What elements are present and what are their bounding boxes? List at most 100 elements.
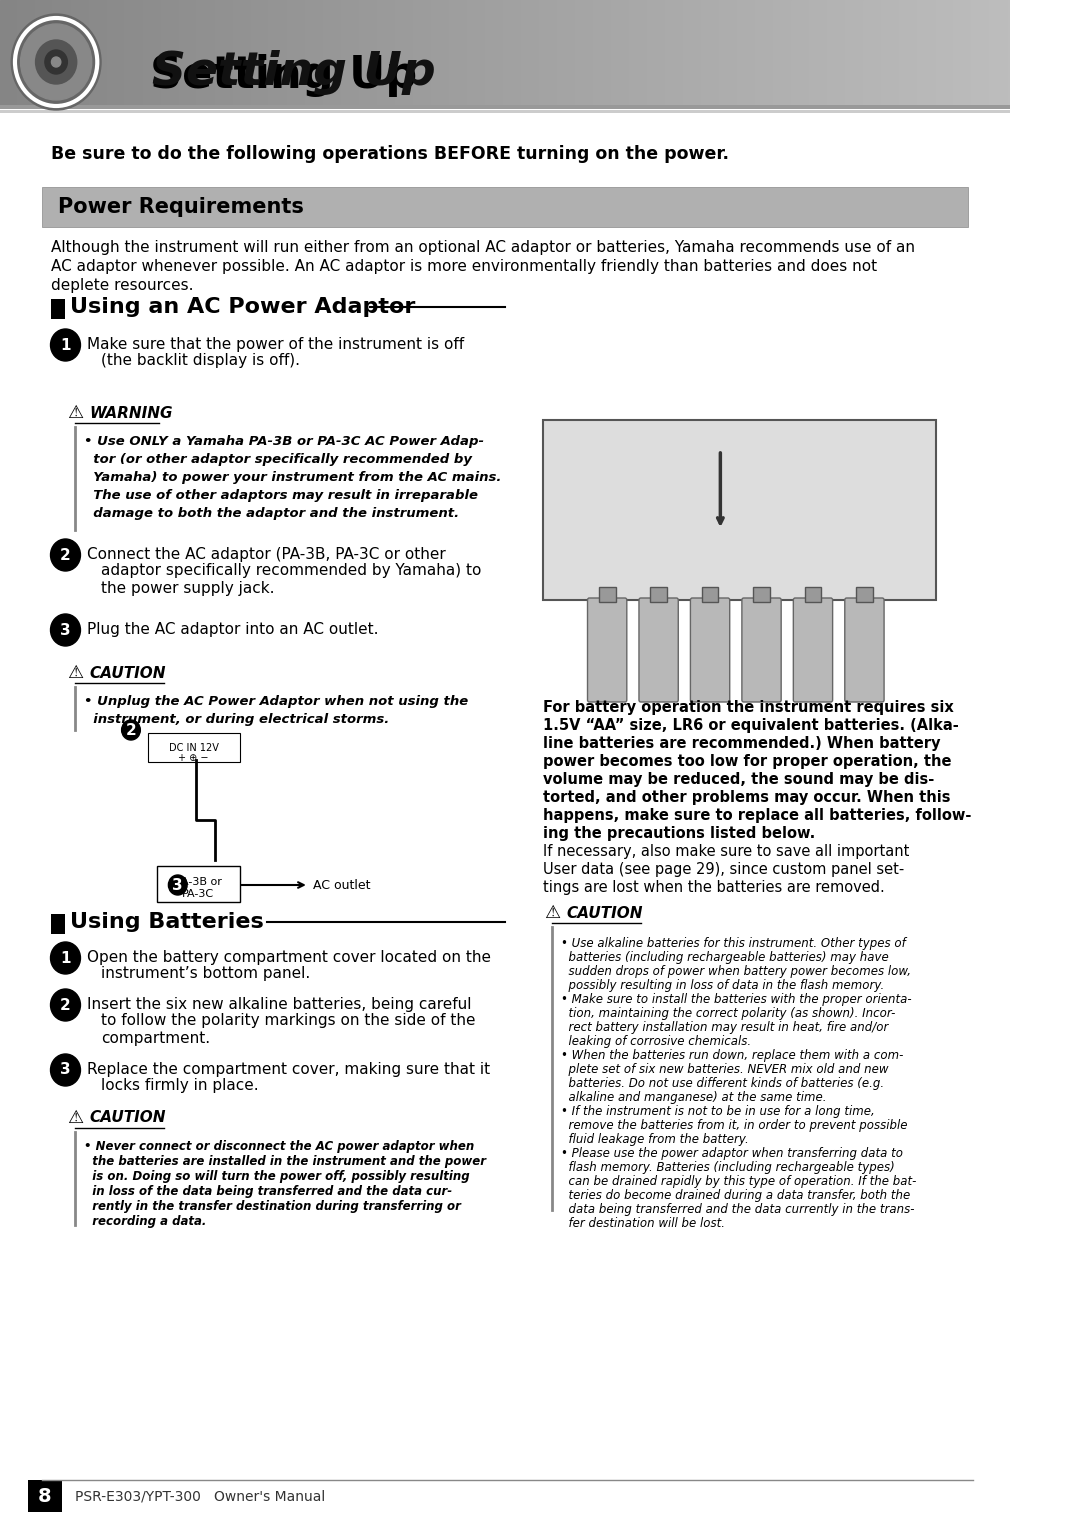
Bar [0,1476,1011,1526]
Circle shape [168,874,187,896]
Text: adaptor specifically recommended by Yamaha) to: adaptor specifically recommended by Yama… [102,563,482,578]
Text: is on. Doing so will turn the power off, possibly resulting: is on. Doing so will turn the power off,… [84,1170,470,1183]
Text: WARNING: WARNING [90,406,173,421]
Text: PA-3C: PA-3C [183,890,215,899]
Text: 1: 1 [60,951,70,966]
Text: Power Requirements: Power Requirements [58,197,303,217]
FancyBboxPatch shape [148,732,241,761]
Text: ⚠: ⚠ [544,903,561,922]
Text: rently in the transfer destination during transferring or: rently in the transfer destination durin… [84,1199,461,1213]
Text: instrument, or during electrical storms.: instrument, or during electrical storms. [84,713,390,726]
Text: tings are lost when the batteries are removed.: tings are lost when the batteries are re… [542,881,885,896]
Text: AC outlet: AC outlet [313,879,370,891]
Text: • Use ONLY a Yamaha PA-3B or PA-3C AC Power Adap-: • Use ONLY a Yamaha PA-3B or PA-3C AC Po… [84,435,484,449]
Text: ⚠: ⚠ [67,404,83,423]
Text: + ⊕ −: + ⊕ − [178,752,208,763]
FancyBboxPatch shape [542,420,935,600]
Text: Open the battery compartment cover located on the: Open the battery compartment cover locat… [87,951,491,964]
Circle shape [52,56,60,67]
Text: PSR-E303/YPT-300   Owner's Manual: PSR-E303/YPT-300 Owner's Manual [75,1489,325,1503]
Text: the power supply jack.: the power supply jack. [102,581,274,597]
FancyBboxPatch shape [639,598,678,702]
Text: in loss of the data being transferred and the data cur-: in loss of the data being transferred an… [84,1186,453,1198]
FancyBboxPatch shape [753,588,770,601]
Text: PA-3B or: PA-3B or [175,877,221,887]
FancyBboxPatch shape [690,598,730,702]
Text: Connect the AC adaptor (PA-3B, PA-3C or other: Connect the AC adaptor (PA-3B, PA-3C or … [87,546,446,562]
Text: (the backlit display is off).: (the backlit display is off). [102,353,300,368]
Text: The use of other adaptors may result in irreparable: The use of other adaptors may result in … [84,488,478,502]
Text: Replace the compartment cover, making sure that it: Replace the compartment cover, making su… [87,1062,490,1077]
FancyBboxPatch shape [845,598,885,702]
Text: compartment.: compartment. [102,1032,211,1045]
Text: ⚠: ⚠ [67,664,83,682]
Bar [0,110,1011,113]
Text: fer destination will be lost.: fer destination will be lost. [562,1218,726,1230]
Text: torted, and other problems may occur. When this: torted, and other problems may occur. Wh… [542,790,950,806]
Text: tor (or other adaptor specifically recommended by: tor (or other adaptor specifically recom… [84,453,472,465]
Text: Although the instrument will run either from an optional AC adaptor or batteries: Although the instrument will run either … [52,240,916,255]
Text: 2: 2 [60,548,71,563]
Circle shape [11,14,102,110]
Bar [28,1480,62,1512]
Text: the batteries are installed in the instrument and the power: the batteries are installed in the instr… [84,1155,486,1167]
Circle shape [21,24,92,101]
FancyBboxPatch shape [805,588,822,601]
Text: 3: 3 [60,623,71,638]
Text: DC IN 12V: DC IN 12V [168,743,218,752]
Text: Yamaha) to power your instrument from the AC mains.: Yamaha) to power your instrument from th… [84,472,501,484]
Circle shape [51,613,80,645]
FancyBboxPatch shape [742,598,781,702]
Text: • Use alkaline batteries for this instrument. Other types of: • Use alkaline batteries for this instru… [562,937,906,951]
Text: teries do become drained during a data transfer, both the: teries do become drained during a data t… [562,1189,910,1202]
Text: CAUTION: CAUTION [90,1111,166,1126]
Text: flash memory. Batteries (including rechargeable types): flash memory. Batteries (including recha… [562,1161,895,1173]
Text: • Please use the power adaptor when transferring data to: • Please use the power adaptor when tran… [562,1148,903,1160]
Text: fluid leakage from the battery.: fluid leakage from the battery. [562,1132,750,1146]
Text: 3: 3 [173,877,184,893]
Bar [0,105,1011,108]
Text: to follow the polarity markings on the side of the: to follow the polarity markings on the s… [102,1013,475,1029]
Circle shape [51,942,80,974]
Text: Setting Up: Setting Up [150,53,417,96]
Text: tion, maintaining the correct polarity (as shown). Incor-: tion, maintaining the correct polarity (… [562,1007,895,1019]
Text: volume may be reduced, the sound may be dis-: volume may be reduced, the sound may be … [542,772,934,787]
Text: Using an AC Power Adaptor: Using an AC Power Adaptor [70,298,416,317]
Text: • Make sure to install the batteries with the proper orienta-: • Make sure to install the batteries wit… [562,993,912,1006]
Text: CAUTION: CAUTION [567,905,644,920]
Text: line batteries are recommended.) When battery: line batteries are recommended.) When ba… [542,736,940,751]
Text: For battery operation the instrument requires six: For battery operation the instrument req… [542,700,954,716]
Text: plete set of six new batteries. NEVER mix old and new: plete set of six new batteries. NEVER mi… [562,1064,889,1076]
Bar [52,299,65,319]
Text: Setting Up: Setting Up [151,49,435,95]
Text: If necessary, also make sure to save all important: If necessary, also make sure to save all… [542,844,909,859]
Text: 2: 2 [125,722,136,737]
Text: Be sure to do the following operations BEFORE turning on the power.: Be sure to do the following operations B… [52,145,729,163]
Text: CAUTION: CAUTION [90,665,166,681]
Circle shape [51,1054,80,1087]
Text: alkaline and manganese) at the same time.: alkaline and manganese) at the same time… [562,1091,827,1103]
Text: leaking of corrosive chemicals.: leaking of corrosive chemicals. [562,1035,752,1048]
Circle shape [122,720,140,740]
Text: rect battery installation may result in heat, fire and/or: rect battery installation may result in … [562,1021,889,1035]
Text: Make sure that the power of the instrument is off: Make sure that the power of the instrume… [87,337,464,353]
Text: 1: 1 [60,337,70,353]
Text: Insert the six new alkaline batteries, being careful: Insert the six new alkaline batteries, b… [87,996,472,1012]
Text: Using Batteries: Using Batteries [70,913,264,932]
Text: 3: 3 [60,1062,71,1077]
Text: recording a data.: recording a data. [84,1215,206,1228]
Text: damage to both the adaptor and the instrument.: damage to both the adaptor and the instr… [84,507,459,520]
Text: deplete resources.: deplete resources. [52,278,194,293]
Text: • When the batteries run down, replace them with a com-: • When the batteries run down, replace t… [562,1048,904,1062]
Text: batteries. Do not use different kinds of batteries (e.g.: batteries. Do not use different kinds of… [562,1077,885,1090]
Text: possibly resulting in loss of data in the flash memory.: possibly resulting in loss of data in th… [562,980,885,992]
FancyBboxPatch shape [856,588,873,601]
Text: ing the precautions listed below.: ing the precautions listed below. [542,826,814,841]
FancyBboxPatch shape [598,588,616,601]
Text: 8: 8 [38,1486,52,1506]
FancyBboxPatch shape [794,598,833,702]
Text: power becomes too low for proper operation, the: power becomes too low for proper operati… [542,754,951,769]
Circle shape [51,330,80,362]
Circle shape [36,40,77,84]
Circle shape [51,539,80,571]
